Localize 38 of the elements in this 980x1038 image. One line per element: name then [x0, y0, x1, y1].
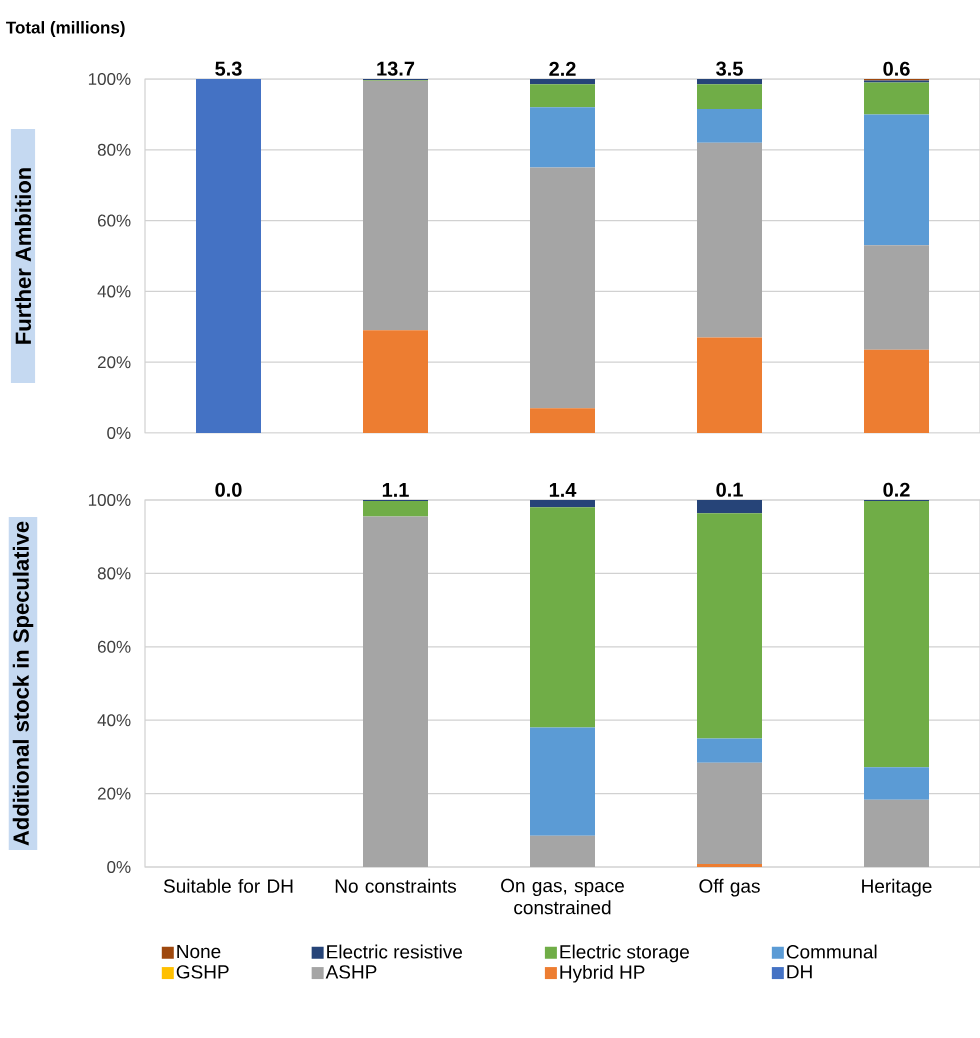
y-axis-title: Further Ambition: [14, 168, 32, 344]
legend-label: ASHP: [325, 965, 377, 979]
x-tick-label: Off gas: [699, 878, 760, 897]
legend-label: Electric storage: [560, 944, 689, 963]
y-tick-label: 80%: [97, 143, 131, 156]
text: 13.7: [377, 61, 415, 76]
y-tick-label: 20%: [97, 356, 131, 369]
x-tick-label: On gas, space constrained: [501, 878, 624, 915]
y-tick-label: 80%: [97, 567, 131, 580]
text: 1.4: [549, 483, 577, 497]
legend-label: Electric resistive: [327, 944, 463, 959]
y-tick-label: 40%: [97, 285, 131, 298]
y-axis-title: Additional stock in Speculative: [12, 521, 34, 846]
y-tick-label: 0%: [107, 426, 131, 440]
text: 0.6: [883, 61, 910, 76]
legend-label: None: [177, 944, 221, 959]
x-tick-label: No constraints: [335, 878, 457, 893]
legend-label: Communal: [786, 944, 877, 959]
y-tick-label: 20%: [97, 787, 131, 800]
x-tick-label: Suitable for DH: [163, 878, 293, 893]
y-tick-label: 100%: [88, 72, 131, 86]
text: 1.1: [382, 483, 409, 497]
x-tick-label: Heritage: [862, 878, 932, 897]
text: 3.5: [716, 61, 743, 76]
y-tick-label: 40%: [97, 714, 131, 727]
legend-label: DH: [787, 965, 812, 979]
text: 0.0: [215, 482, 242, 497]
y-tick-label: 60%: [97, 640, 131, 653]
text: 2.2: [549, 61, 576, 76]
legend-label: Hybrid HP: [560, 964, 645, 983]
y-tick-label: 100%: [88, 493, 131, 507]
y-tick-label: 60%: [97, 214, 131, 227]
text: 0.1: [716, 482, 743, 497]
text: 0.2: [883, 482, 910, 497]
text: 5.3: [215, 61, 242, 76]
y-tick-label: 0%: [107, 860, 131, 874]
legend-label: GSHP: [176, 965, 229, 979]
chart-title: Total (millions): [6, 21, 125, 37]
